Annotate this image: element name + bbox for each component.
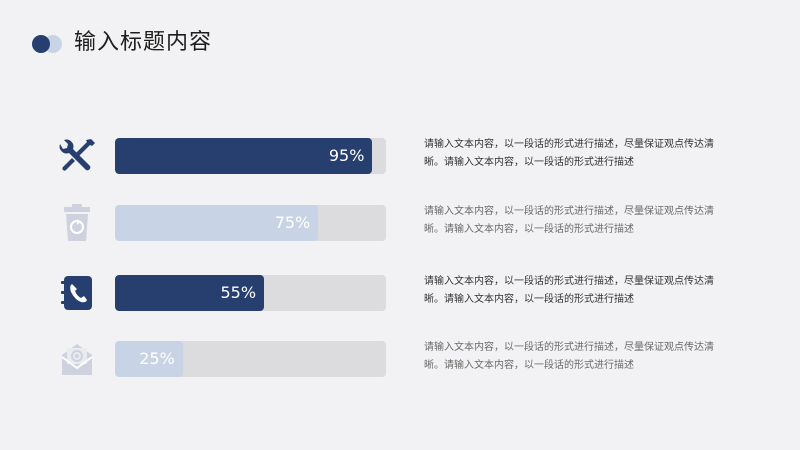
phone-book-icon [56,273,98,313]
progress-row: 75% 请输入文本内容，以一段话的形式进行描述，尽量保证观点传达清晰。请输入文本… [0,203,800,243]
recycle-bin-icon [56,203,98,243]
progress-value: 55% [220,283,257,302]
progress-track: 25% [115,341,386,377]
progress-value: 95% [328,146,365,165]
progress-value: 25% [139,349,175,368]
progress-value: 75% [274,213,311,232]
progress-fill: 75% [115,205,319,241]
email-icon [56,339,98,379]
progress-row: 95% 请输入文本内容，以一段话的形式进行描述，尽量保证观点传达清晰。请输入文本… [0,136,800,176]
progress-fill: 55% [115,275,265,311]
progress-track: 55% [115,275,386,311]
progress-track: 95% [115,138,386,174]
progress-fill: 95% [115,138,373,174]
progress-track: 75% [115,205,386,241]
tools-icon [56,136,98,176]
title-dots-icon [32,35,66,53]
row-description: 请输入文本内容，以一段话的形式进行描述，尽量保证观点传达清晰。请输入文本内容，以… [424,342,714,371]
row-description: 请输入文本内容，以一段话的形式进行描述，尽量保证观点传达清晰。请输入文本内容，以… [424,206,714,235]
header: 输入标题内容 [32,28,332,58]
row-description: 请输入文本内容，以一段话的形式进行描述，尽量保证观点传达清晰。请输入文本内容，以… [424,276,714,305]
progress-row: 25% 请输入文本内容，以一段话的形式进行描述，尽量保证观点传达清晰。请输入文本… [0,339,800,379]
progress-row: 55% 请输入文本内容，以一段话的形式进行描述，尽量保证观点传达清晰。请输入文本… [0,273,800,313]
page-title: 输入标题内容 [74,30,213,55]
progress-fill: 25% [115,341,183,377]
row-description: 请输入文本内容，以一段话的形式进行描述，尽量保证观点传达清晰。请输入文本内容，以… [424,139,714,168]
